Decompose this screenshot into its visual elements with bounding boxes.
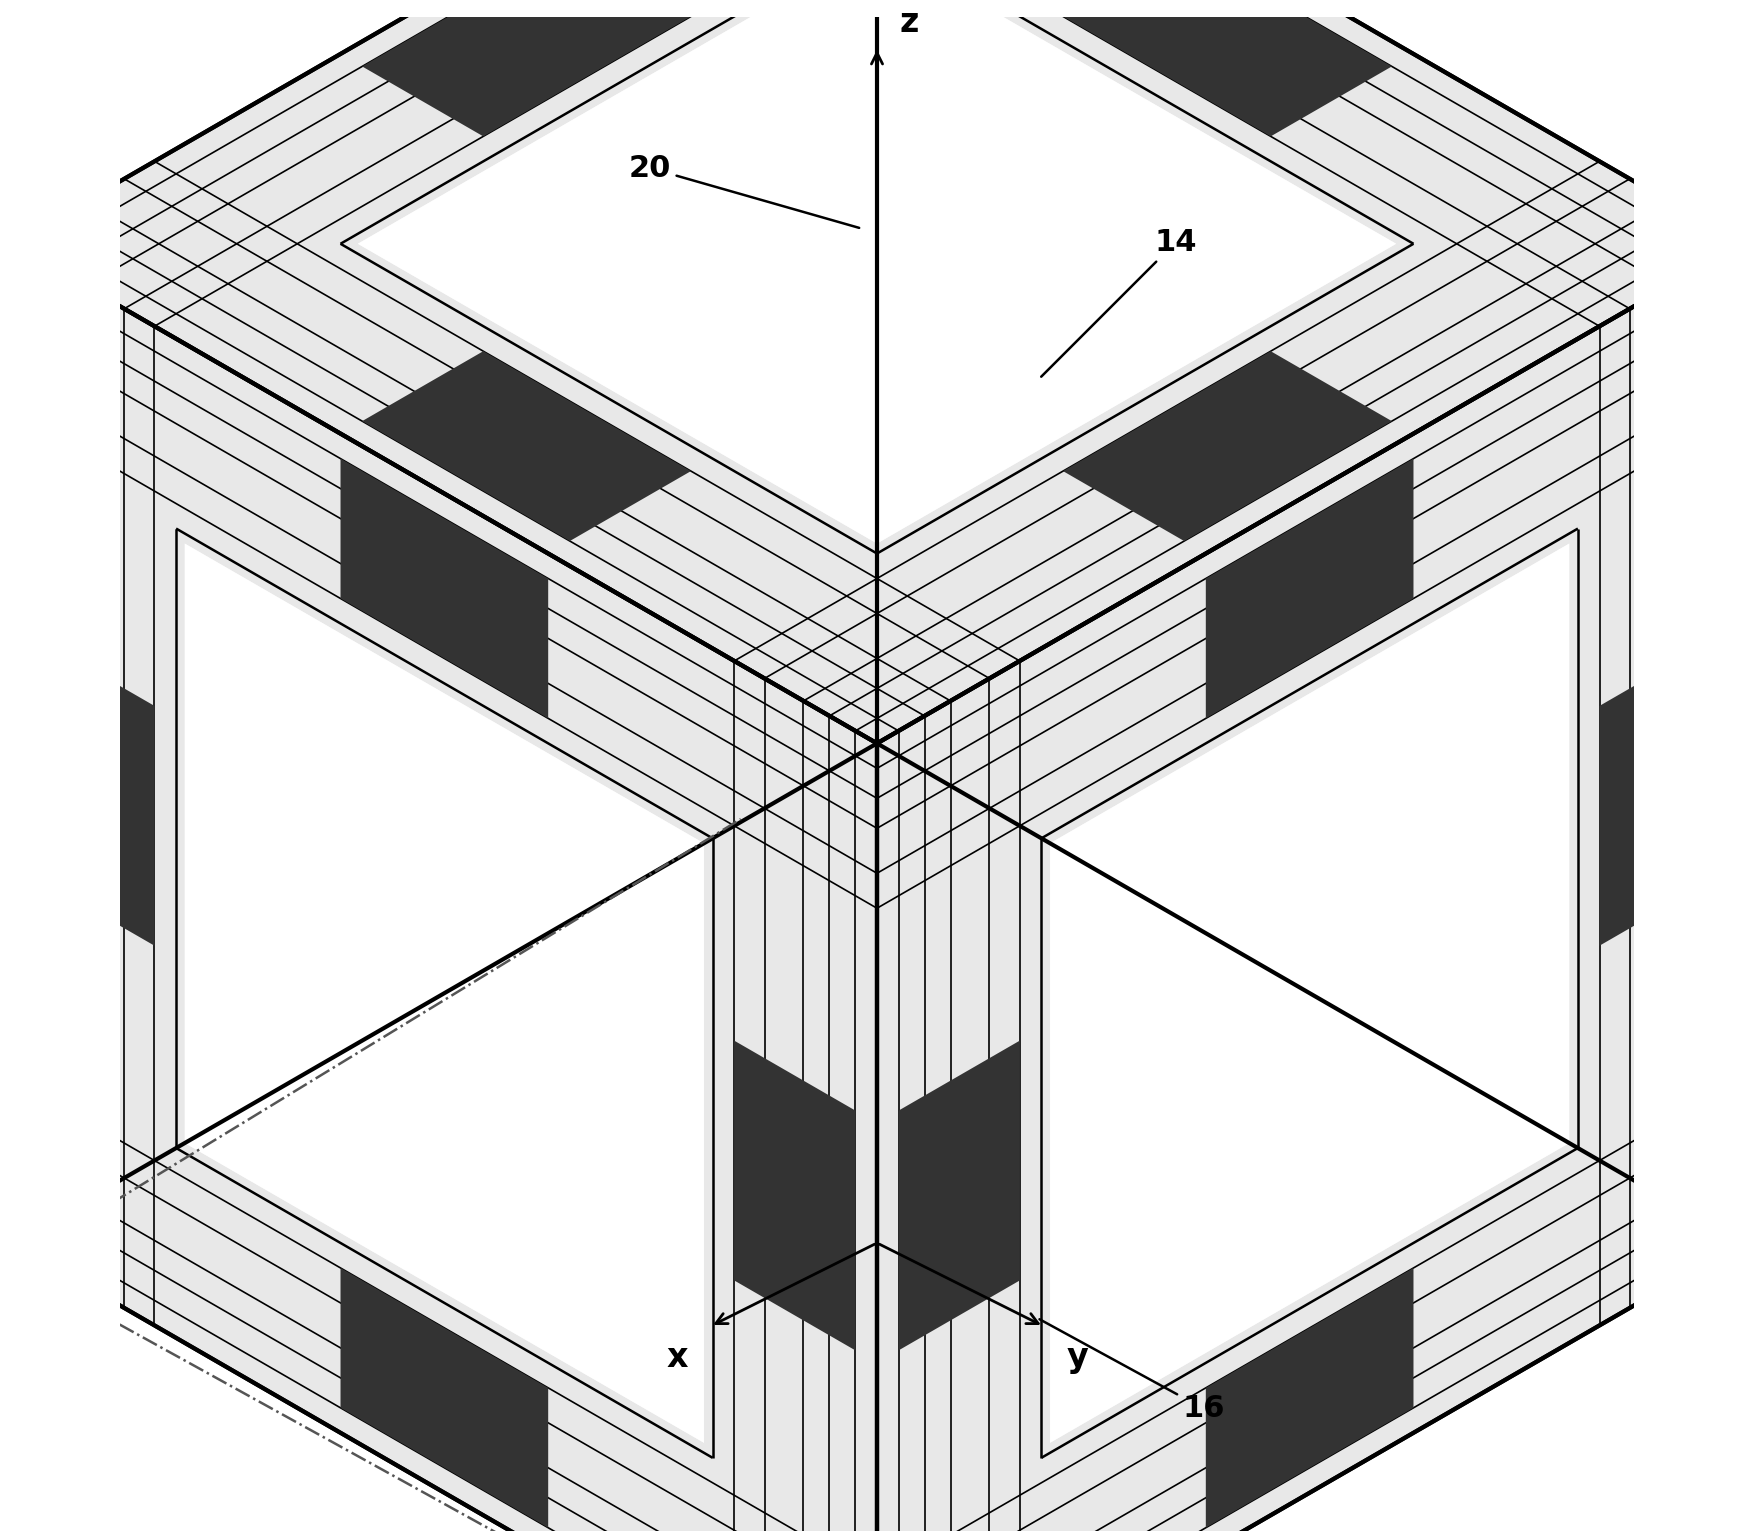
- Polygon shape: [1051, 44, 1570, 944]
- Polygon shape: [184, 44, 703, 944]
- Polygon shape: [877, 643, 1051, 1532]
- Polygon shape: [877, 0, 1051, 843]
- Polygon shape: [703, 0, 877, 843]
- Polygon shape: [703, 643, 877, 1532]
- Text: y: y: [1066, 1342, 1087, 1374]
- Polygon shape: [1205, 458, 1414, 719]
- Polygon shape: [12, 544, 877, 1242]
- Polygon shape: [12, 743, 1051, 1344]
- Polygon shape: [184, 544, 703, 1443]
- Polygon shape: [12, 743, 1742, 1532]
- Polygon shape: [12, 244, 877, 944]
- Polygon shape: [12, 0, 1051, 343]
- Polygon shape: [877, 244, 1742, 1532]
- Polygon shape: [12, 144, 1051, 743]
- Polygon shape: [1570, 244, 1742, 1344]
- Polygon shape: [1205, 1268, 1414, 1527]
- Polygon shape: [703, 0, 1742, 343]
- Polygon shape: [12, 244, 877, 1532]
- Text: 16: 16: [1040, 1319, 1224, 1423]
- Polygon shape: [12, 0, 1742, 743]
- Polygon shape: [1063, 351, 1393, 541]
- Polygon shape: [12, 1043, 877, 1532]
- Polygon shape: [877, 0, 1742, 1242]
- Polygon shape: [703, 743, 1742, 1344]
- Polygon shape: [1063, 0, 1393, 136]
- Polygon shape: [735, 1040, 856, 1350]
- Polygon shape: [358, 0, 1396, 544]
- Polygon shape: [877, 544, 1742, 1242]
- Polygon shape: [877, 1043, 1742, 1532]
- Polygon shape: [12, 0, 877, 1242]
- Polygon shape: [12, 0, 877, 444]
- Polygon shape: [12, 244, 184, 1344]
- Polygon shape: [340, 1268, 549, 1527]
- Polygon shape: [33, 636, 154, 945]
- Polygon shape: [1051, 544, 1570, 1443]
- Text: 20: 20: [628, 153, 859, 228]
- Polygon shape: [703, 144, 1742, 743]
- Polygon shape: [361, 351, 691, 541]
- Text: x: x: [667, 1342, 688, 1374]
- Polygon shape: [12, 1143, 1051, 1532]
- Polygon shape: [12, 144, 184, 1242]
- Polygon shape: [358, 944, 1396, 1532]
- Polygon shape: [877, 244, 1742, 944]
- Polygon shape: [340, 458, 549, 719]
- Polygon shape: [703, 1143, 1742, 1532]
- Polygon shape: [1600, 636, 1721, 945]
- Text: z: z: [900, 6, 919, 40]
- Polygon shape: [898, 1040, 1019, 1350]
- Text: 14: 14: [1042, 228, 1196, 377]
- Polygon shape: [877, 0, 1742, 444]
- Polygon shape: [1570, 144, 1742, 1242]
- Polygon shape: [361, 0, 691, 136]
